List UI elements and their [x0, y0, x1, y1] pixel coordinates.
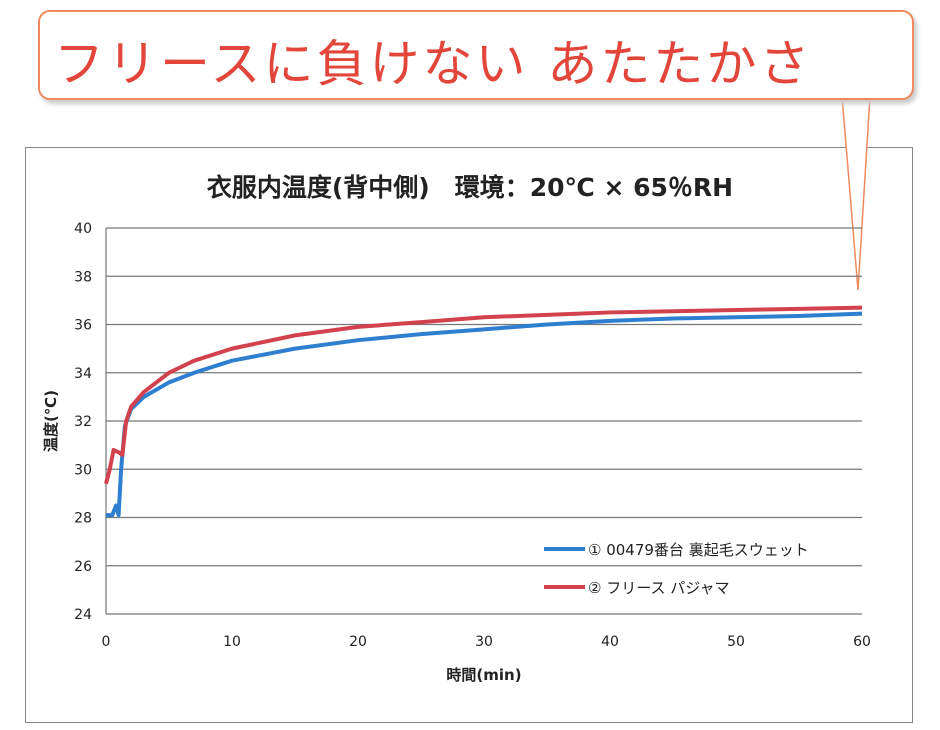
y-tick-label: 36 — [74, 318, 92, 334]
y-tick-label: 34 — [74, 366, 92, 382]
callout-tail-fill — [842, 97, 870, 290]
y-axis-label: 温度(℃) — [42, 390, 60, 452]
x-tick-label: 10 — [223, 634, 241, 650]
y-tick-label: 28 — [74, 511, 92, 527]
legend-label-2: ② フリース パジャマ — [588, 579, 729, 597]
y-tick-label: 40 — [74, 221, 92, 237]
y-tick-label: 38 — [74, 269, 92, 285]
y-tick-label: 32 — [74, 414, 92, 430]
x-axis-label: 時間(min) — [446, 666, 521, 684]
callout-text: フリースに負けない あたたかさ — [54, 35, 813, 93]
chart-title: 衣服内温度(背中側) 環境：20℃ × 65％RH — [207, 173, 733, 202]
x-tick-label: 60 — [853, 634, 871, 650]
callout-bubble: フリースに負けない あたたかさ — [38, 10, 914, 100]
x-tick-label: 30 — [475, 634, 493, 650]
x-tick-label: 0 — [102, 634, 111, 650]
legend-label-1: ① 00479番台 裏起毛スウェット — [588, 541, 809, 559]
callout-tail — [841, 95, 871, 291]
y-tick-label: 24 — [74, 607, 92, 623]
series-line-1 — [106, 311, 863, 518]
y-tick-label: 26 — [74, 559, 92, 575]
x-tick-label: 20 — [349, 634, 367, 650]
series-line-2 — [104, 305, 863, 485]
y-tick-label: 30 — [74, 462, 92, 478]
x-tick-label: 50 — [727, 634, 745, 650]
chart-frame — [25, 147, 913, 723]
x-tick-label: 40 — [601, 634, 619, 650]
